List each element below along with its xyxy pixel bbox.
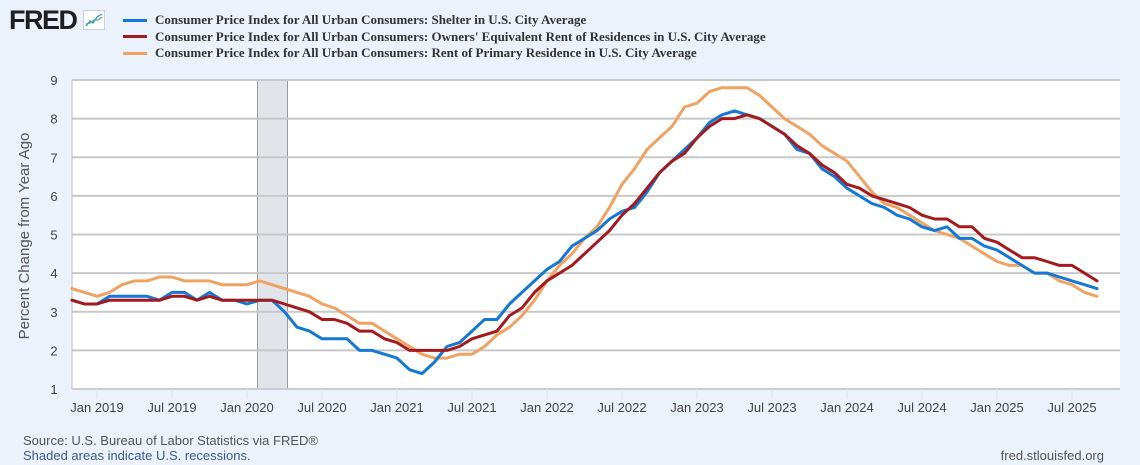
fred-logo[interactable]: FRED <box>9 6 105 34</box>
legend-item-rent[interactable]: Consumer Price Index for All Urban Consu… <box>123 45 766 62</box>
x-tick-label: Jul 2025 <box>1047 400 1096 415</box>
x-tick-label: Jul 2019 <box>147 400 196 415</box>
x-tick-label: Jul 2021 <box>447 400 496 415</box>
y-tick-label: 2 <box>50 343 57 358</box>
source-note: Source: U.S. Bureau of Labor Statistics … <box>23 433 318 448</box>
x-tick-label: Jan 2025 <box>970 400 1024 415</box>
x-tick-label: Jul 2023 <box>747 400 796 415</box>
x-axis-ticks: Jan 2019 Jul 2019 Jan 2020 Jul 2020 Jan 2021… <box>70 389 1097 415</box>
y-axis-title: Percent Change from Year Ago <box>16 133 33 340</box>
series-line-oer[interactable] <box>70 113 1099 352</box>
chart-legend: Consumer Price Index for All Urban Consu… <box>123 12 766 62</box>
x-tick-label: Jan 2021 <box>370 400 424 415</box>
legend-item-shelter[interactable]: Consumer Price Index for All Urban Consu… <box>123 12 766 29</box>
legend-swatch-oer <box>123 35 147 39</box>
line-chart-icon <box>82 10 105 30</box>
legend-label-shelter: Consumer Price Index for All Urban Consu… <box>155 12 587 28</box>
x-tick-label: Jan 2022 <box>520 400 574 415</box>
y-axis-ticks: 1 2 3 4 5 6 7 8 9 <box>50 73 57 397</box>
series-line-shelter[interactable] <box>70 109 1099 376</box>
x-tick-label: Jan 2024 <box>820 400 874 415</box>
legend-label-rent: Consumer Price Index for All Urban Consu… <box>155 45 697 61</box>
y-tick-label: 6 <box>50 189 57 204</box>
x-tick-label: Jan 2020 <box>220 400 274 415</box>
fred-logo-text: FRED <box>9 5 78 35</box>
fred-url[interactable]: fred.stlouisfed.org <box>1000 448 1104 463</box>
legend-swatch-shelter <box>123 18 147 22</box>
gridlines <box>71 79 1120 390</box>
legend-swatch-rent <box>123 51 147 55</box>
y-tick-label: 9 <box>50 73 57 88</box>
x-tick-label: Jul 2024 <box>897 400 946 415</box>
legend-item-oer[interactable]: Consumer Price Index for All Urban Consu… <box>123 29 766 46</box>
legend-label-oer: Consumer Price Index for All Urban Consu… <box>155 28 766 44</box>
y-tick-label: 3 <box>50 305 57 320</box>
x-tick-label: Jan 2019 <box>70 400 124 415</box>
y-tick-label: 8 <box>50 112 57 127</box>
series-lines <box>70 86 1099 376</box>
y-tick-label: 5 <box>50 228 57 243</box>
y-tick-label: 1 <box>50 382 57 397</box>
y-tick-label: 4 <box>50 266 57 281</box>
y-tick-label: 7 <box>50 150 57 165</box>
recession-note-link[interactable]: Shaded areas indicate U.S. recessions. <box>23 448 251 463</box>
x-tick-label: Jul 2022 <box>597 400 646 415</box>
x-tick-label: Jul 2020 <box>297 400 346 415</box>
x-tick-label: Jan 2023 <box>670 400 724 415</box>
